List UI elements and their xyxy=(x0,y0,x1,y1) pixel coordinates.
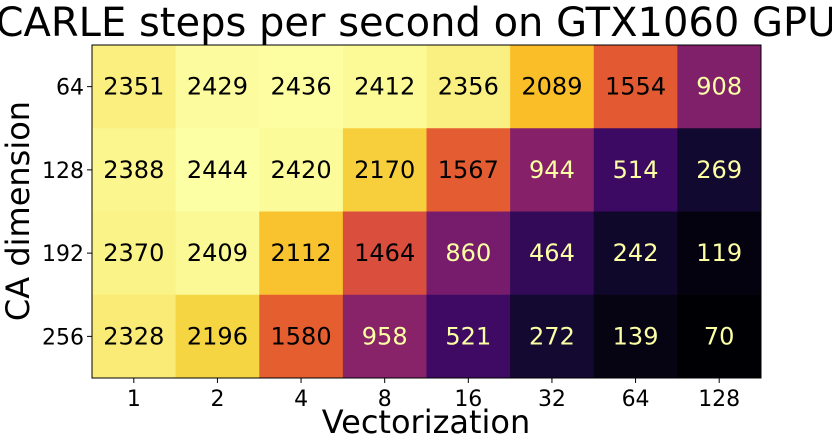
x-tick-label: 4 xyxy=(294,387,308,412)
heatmap-cell xyxy=(426,45,511,129)
x-axis-ticks: 1 2 4 8 16 32 64 128 xyxy=(127,378,740,412)
heatmap-cell xyxy=(175,294,260,379)
cell-value-label: 2388 xyxy=(103,156,164,184)
heatmap-cell xyxy=(426,211,511,296)
cell-value-label: 2412 xyxy=(354,73,415,101)
heatmap-cell xyxy=(677,294,762,379)
x-tick-label: 32 xyxy=(538,387,566,412)
heatmap-cells: 2351 2429 2436 2412 2356 2089 1554 908 2388 2444 2… xyxy=(92,45,762,379)
heatmap-cell xyxy=(259,294,344,379)
heatmap-cell xyxy=(175,45,260,129)
y-axis-label: CA dimension xyxy=(0,101,37,321)
heatmap-cell xyxy=(259,128,344,212)
x-axis-label: Vectorization xyxy=(322,403,531,441)
cell-value-label: 2420 xyxy=(271,156,332,184)
x-tick-label: 128 xyxy=(698,387,740,412)
x-tick-label: 16 xyxy=(454,387,482,412)
heatmap-cell xyxy=(92,211,177,296)
heatmap-cell xyxy=(342,128,427,212)
cell-value-label: 2328 xyxy=(103,322,164,350)
x-tick-label: 1 xyxy=(127,387,141,412)
heatmap-cell xyxy=(593,45,678,129)
heatmap-cell xyxy=(593,211,678,296)
heatmap-cell xyxy=(342,294,427,379)
heatmap-cell xyxy=(593,294,678,379)
cell-value-label: 2429 xyxy=(187,73,248,101)
x-tick-label: 64 xyxy=(622,387,650,412)
cell-value-label: 2351 xyxy=(103,73,164,101)
heatmap-cell xyxy=(175,211,260,296)
y-tick-label: 256 xyxy=(42,325,84,350)
heatmap-cell xyxy=(259,211,344,296)
cell-value-label: 70 xyxy=(704,322,735,350)
cell-value-label: 2356 xyxy=(438,73,499,101)
cell-value-label: 521 xyxy=(445,322,491,350)
heatmap-cell xyxy=(677,45,762,129)
cell-value-label: 2370 xyxy=(103,239,164,267)
y-tick-label: 128 xyxy=(42,159,84,184)
cell-value-label: 242 xyxy=(613,239,659,267)
cell-value-label: 514 xyxy=(613,156,659,184)
heatmap-cell xyxy=(92,45,177,129)
heatmap-cell xyxy=(510,128,595,212)
x-tick-label: 8 xyxy=(378,387,392,412)
heatmap-cell xyxy=(677,211,762,296)
cell-value-label: 272 xyxy=(529,322,575,350)
cell-value-label: 958 xyxy=(362,322,408,350)
chart-title: CARLE steps per second on GTX1060 GPU xyxy=(0,0,832,46)
cell-value-label: 2089 xyxy=(521,73,582,101)
cell-value-label: 2444 xyxy=(187,156,248,184)
x-tick-label: 2 xyxy=(210,387,224,412)
cell-value-label: 2196 xyxy=(187,322,248,350)
y-tick-label: 192 xyxy=(42,242,84,267)
cell-value-label: 2436 xyxy=(271,73,332,101)
cell-value-label: 139 xyxy=(613,322,659,350)
heatmap-cell xyxy=(510,45,595,129)
cell-value-label: 2170 xyxy=(354,156,415,184)
heatmap-cell xyxy=(259,45,344,129)
cell-value-label: 1464 xyxy=(354,239,415,267)
cell-value-label: 269 xyxy=(696,156,742,184)
cell-value-label: 1567 xyxy=(438,156,499,184)
heatmap-cell xyxy=(92,128,177,212)
heatmap-cell xyxy=(342,211,427,296)
cell-value-label: 860 xyxy=(445,239,491,267)
heatmap-cell xyxy=(510,294,595,379)
heatmap-cell xyxy=(426,294,511,379)
y-axis-ticks: 64 128 192 256 xyxy=(42,76,92,350)
cell-value-label: 2409 xyxy=(187,239,248,267)
cell-value-label: 464 xyxy=(529,239,575,267)
y-tick-label: 64 xyxy=(56,76,84,101)
heatmap-cell xyxy=(593,128,678,212)
cell-value-label: 2112 xyxy=(271,239,332,267)
heatmap-cell xyxy=(677,128,762,212)
heatmap-cell xyxy=(175,128,260,212)
plot-frame xyxy=(91,44,762,379)
heatmap-cell xyxy=(92,294,177,379)
cell-value-label: 1554 xyxy=(605,73,666,101)
cell-value-label: 1580 xyxy=(271,322,332,350)
cell-value-label: 119 xyxy=(696,239,742,267)
cell-value-label: 908 xyxy=(696,73,742,101)
heatmap-cell xyxy=(342,45,427,129)
cell-value-label: 944 xyxy=(529,156,575,184)
heatmap-cell xyxy=(426,128,511,212)
heatmap-cell xyxy=(510,211,595,296)
